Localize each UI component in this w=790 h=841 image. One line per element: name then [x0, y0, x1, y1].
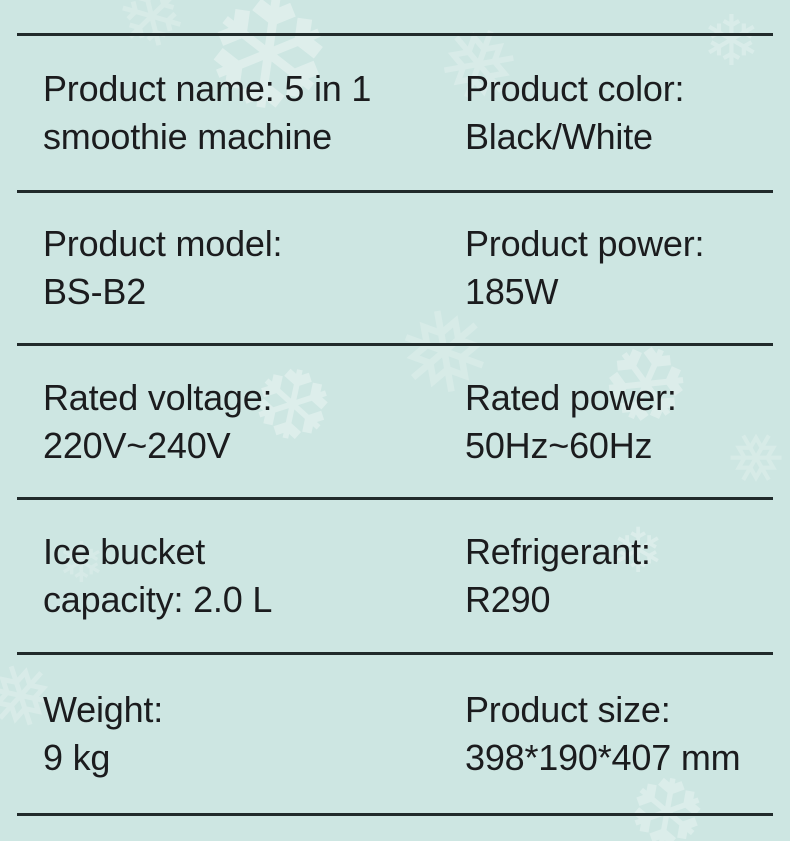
spec-cell-product-size: Product size: 398*190*407 mm: [465, 655, 773, 813]
spec-row: Rated voltage: 220V~240V Rated power: 50…: [17, 343, 773, 497]
spec-cell-rated-power: Rated power: 50Hz~60Hz: [465, 346, 773, 497]
spec-text: Product color: Black/White: [465, 68, 685, 157]
spec-cell-product-name: Product name: 5 in 1 smoothie machine: [17, 36, 465, 190]
spec-cell-weight: Weight: 9 kg: [17, 655, 465, 813]
spec-text: Product power: 185W: [465, 223, 705, 312]
spec-text: Product size: 398*190*407 mm: [465, 689, 741, 778]
spec-row: Product name: 5 in 1 smoothie machine Pr…: [17, 33, 773, 190]
spec-text: Refrigerant: R290: [465, 531, 651, 620]
spec-text: Rated power: 50Hz~60Hz: [465, 376, 677, 466]
spec-text: Product name: 5 in 1 smoothie machine: [43, 68, 372, 157]
divider-line: [17, 813, 773, 816]
spec-row: Product model: BS-B2 Product power: 185W: [17, 190, 773, 343]
spec-text: Rated voltage: 220V~240V: [43, 376, 273, 466]
spec-text: Weight: 9 kg: [43, 689, 163, 778]
spec-cell-product-model: Product model: BS-B2: [17, 193, 465, 343]
spec-cell-rated-voltage: Rated voltage: 220V~240V: [17, 346, 465, 497]
spec-table: Product name: 5 in 1 smoothie machine Pr…: [17, 33, 773, 816]
spec-cell-product-power: Product power: 185W: [465, 193, 773, 343]
spec-text: Product model: BS-B2: [43, 223, 283, 312]
spec-text: Ice bucket capacity: 2.0 L: [43, 531, 273, 620]
spec-row: Ice bucket capacity: 2.0 L Refrigerant: …: [17, 497, 773, 652]
spec-cell-product-color: Product color: Black/White: [465, 36, 773, 190]
spec-cell-refrigerant: Refrigerant: R290: [465, 500, 773, 652]
spec-cell-ice-bucket-capacity: Ice bucket capacity: 2.0 L: [17, 500, 465, 652]
spec-row: Weight: 9 kg Product size: 398*190*407 m…: [17, 652, 773, 813]
